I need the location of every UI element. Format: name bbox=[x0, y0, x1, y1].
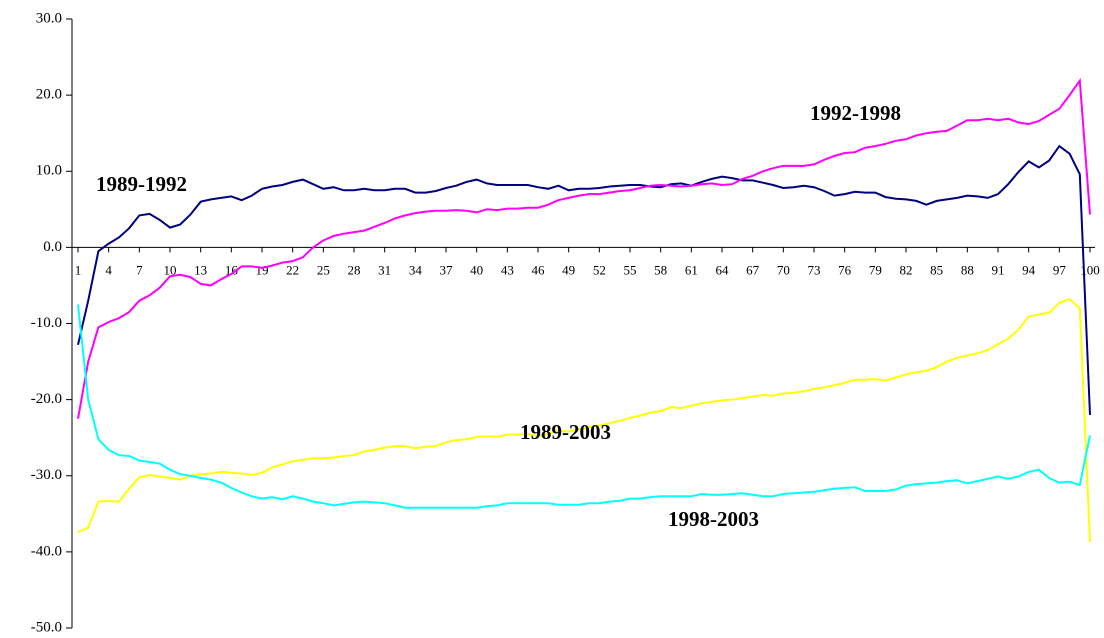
x-tick-label: 19 bbox=[256, 262, 269, 277]
x-tick-label: 49 bbox=[562, 262, 575, 277]
x-tick-label: 46 bbox=[532, 262, 546, 277]
x-tick-label: 22 bbox=[286, 262, 299, 277]
y-tick-label: -40.0 bbox=[31, 543, 62, 559]
x-tick-label: 85 bbox=[930, 262, 943, 277]
x-tick-label: 16 bbox=[225, 262, 239, 277]
series-line bbox=[77, 297, 1091, 543]
x-tick-label: 7 bbox=[136, 262, 143, 277]
x-tick-label: 100 bbox=[1080, 262, 1100, 277]
y-tick-label: -10.0 bbox=[31, 315, 62, 331]
x-tick-label: 13 bbox=[194, 262, 207, 277]
series-line bbox=[77, 144, 1091, 415]
y-tick-label: 30.0 bbox=[36, 10, 62, 26]
x-tick-label: 58 bbox=[654, 262, 667, 277]
x-tick-label: 76 bbox=[838, 262, 852, 277]
series-label: 1989-1992 bbox=[96, 172, 187, 196]
x-tick-label: 91 bbox=[992, 262, 1005, 277]
series-label: 1992-1998 bbox=[810, 101, 901, 125]
x-tick-label: 61 bbox=[685, 262, 698, 277]
y-tick-label: -20.0 bbox=[31, 391, 62, 407]
x-tick-label: 10 bbox=[164, 262, 177, 277]
x-tick-label: 25 bbox=[317, 262, 330, 277]
y-tick-label: -30.0 bbox=[31, 467, 62, 483]
x-tick-label: 82 bbox=[900, 262, 913, 277]
x-tick-label: 64 bbox=[716, 262, 730, 277]
x-tick-label: 73 bbox=[808, 262, 821, 277]
series-line bbox=[77, 304, 1091, 509]
x-tick-label: 97 bbox=[1053, 262, 1067, 277]
x-tick-label: 28 bbox=[348, 262, 361, 277]
series-line bbox=[77, 77, 1091, 419]
x-tick-label: 34 bbox=[409, 262, 423, 277]
x-tick-label: 43 bbox=[501, 262, 514, 277]
x-tick-label: 88 bbox=[961, 262, 974, 277]
y-tick-label: 20.0 bbox=[36, 87, 62, 103]
x-tick-label: 52 bbox=[593, 262, 606, 277]
x-tick-label: 79 bbox=[869, 262, 882, 277]
series-label: 1998-2003 bbox=[668, 507, 759, 531]
y-tick-label: 10.0 bbox=[36, 163, 62, 179]
x-tick-label: 55 bbox=[624, 262, 637, 277]
x-tick-label: 70 bbox=[777, 262, 790, 277]
x-tick-label: 40 bbox=[470, 262, 483, 277]
x-tick-label: 31 bbox=[378, 262, 391, 277]
x-tick-label: 67 bbox=[746, 262, 760, 277]
y-tick-label: 0.0 bbox=[43, 239, 62, 255]
x-tick-label: 1 bbox=[75, 262, 82, 277]
x-tick-label: 94 bbox=[1022, 262, 1036, 277]
x-tick-label: 4 bbox=[105, 262, 112, 277]
y-tick-label: -50.0 bbox=[31, 619, 62, 635]
series-label: 1989-2003 bbox=[520, 420, 611, 444]
x-tick-label: 37 bbox=[440, 262, 454, 277]
